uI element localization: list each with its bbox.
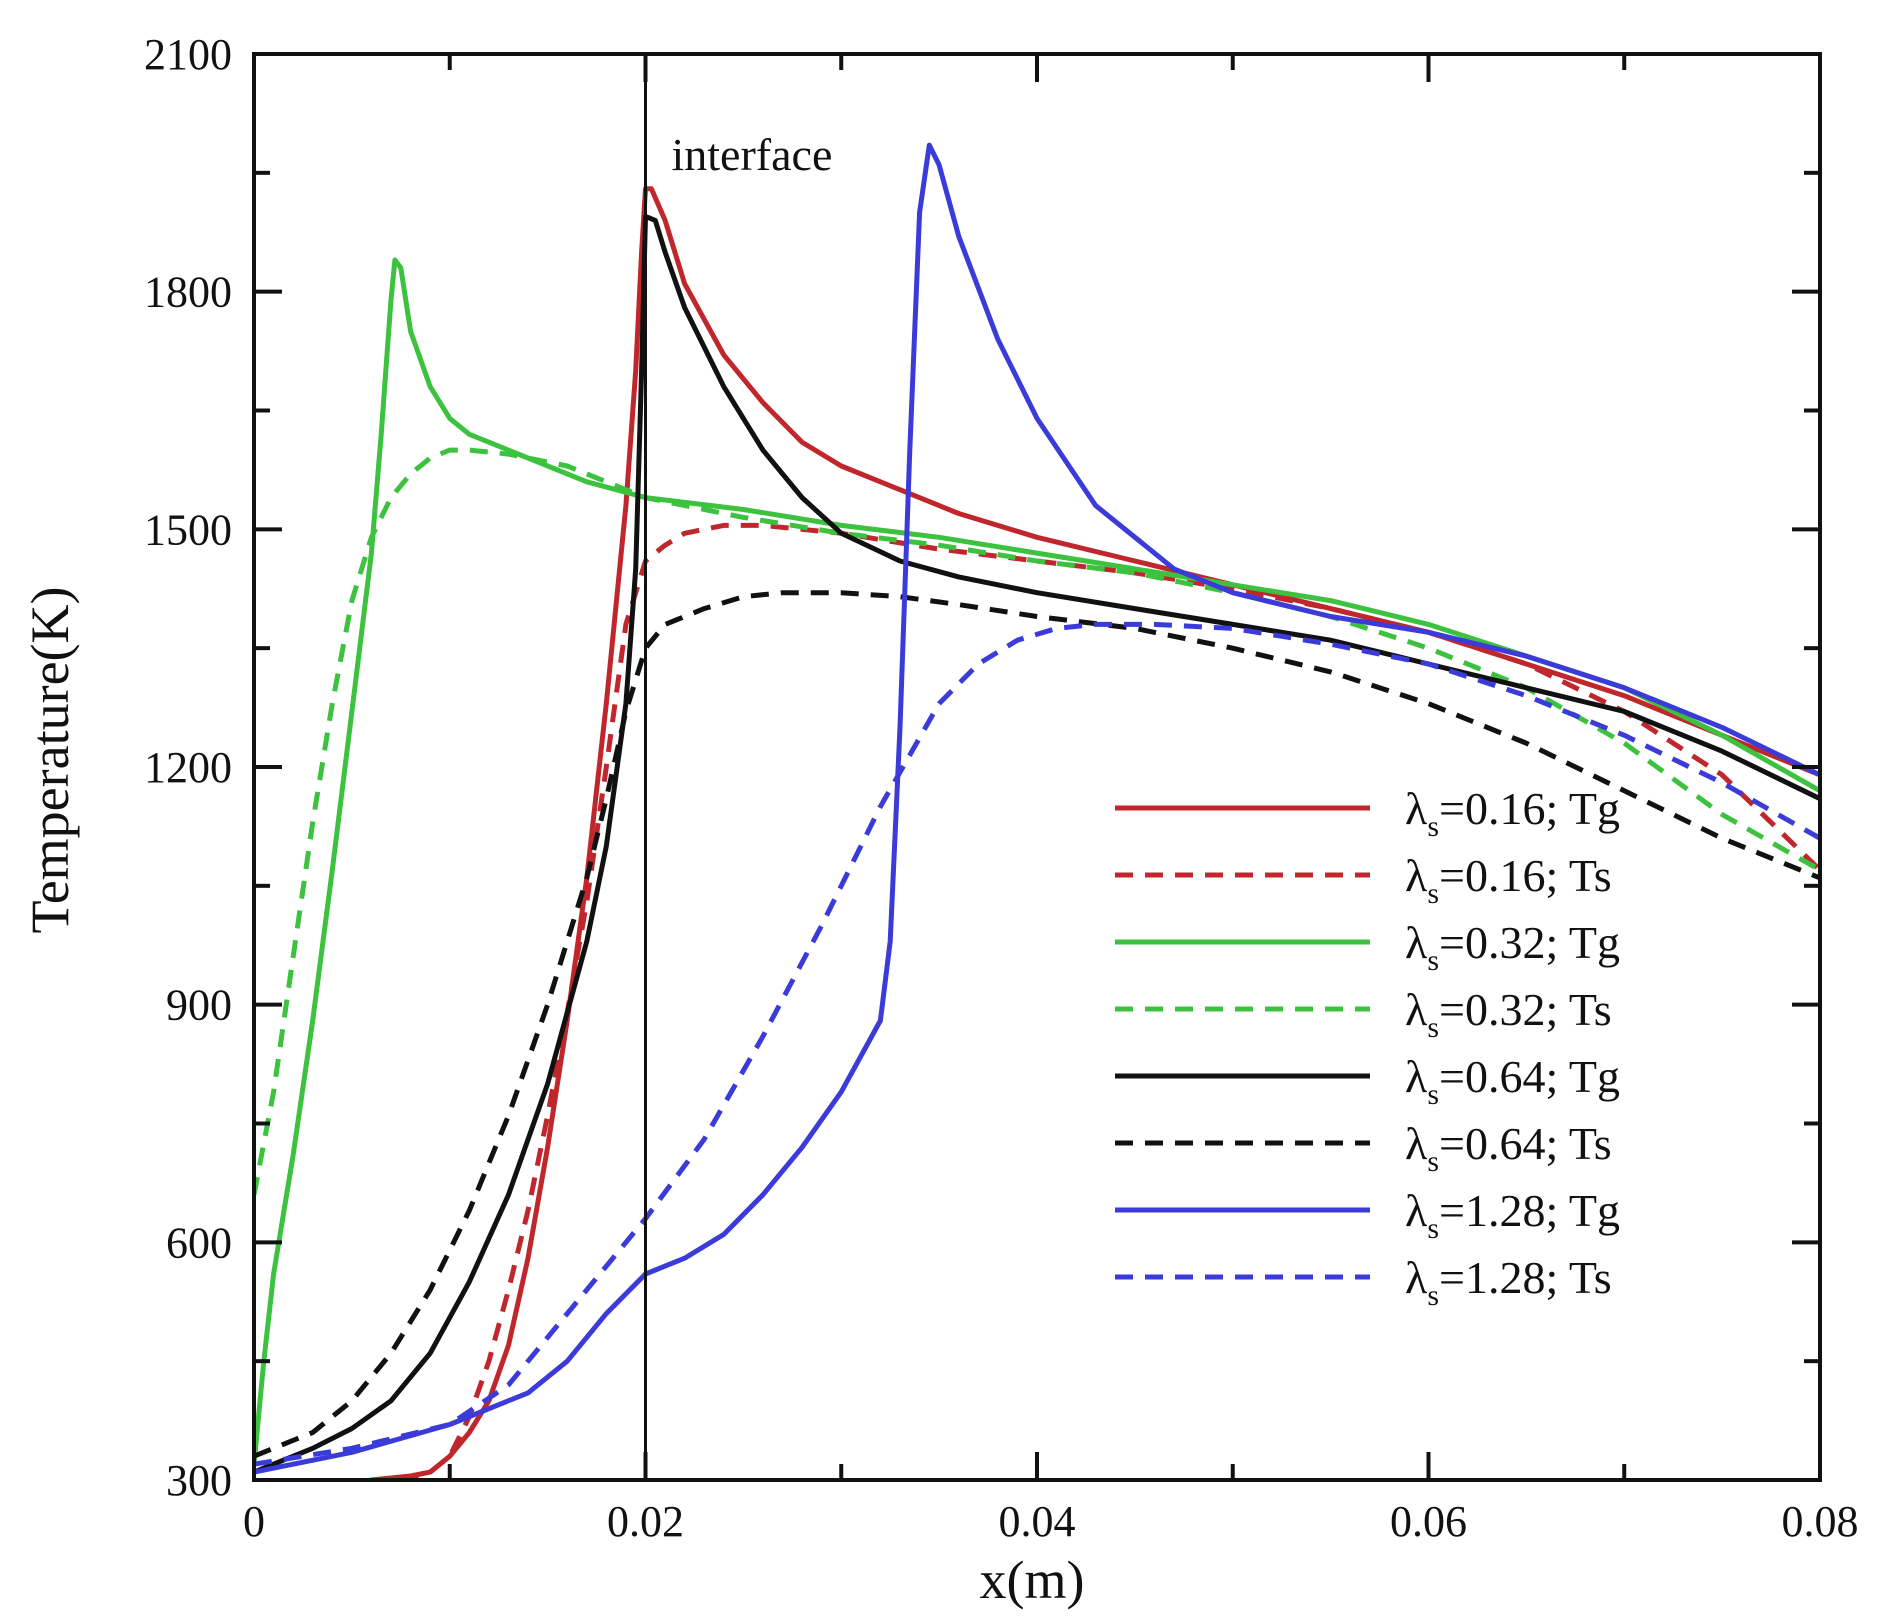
y-tick-label: 1800 <box>144 268 232 317</box>
series-line-4 <box>254 447 1820 1196</box>
x-axis-title: x(m) <box>980 1550 1085 1610</box>
y-axis-title: Temperature(K) <box>20 586 80 933</box>
legend-label-7: λs=1.28; Tg <box>1405 1185 1620 1245</box>
x-tick-label: 0.04 <box>999 1497 1076 1546</box>
y-tick-label: 900 <box>166 981 232 1030</box>
series-line-3 <box>254 257 1820 1467</box>
y-tick-label: 1500 <box>144 505 232 554</box>
y-tick-label: 2100 <box>144 30 232 79</box>
x-tick-label: 0.08 <box>1782 1497 1859 1546</box>
interface-annotation: interface <box>644 54 833 1480</box>
y-tick-label: 300 <box>166 1456 232 1505</box>
series-line-7 <box>254 142 1820 1475</box>
tick-labels: 0 0.02 0.04 0.06 0.08 300 600 900 1200 1500 1800 21… <box>144 30 1859 1546</box>
x-tick-label: 0.02 <box>607 1497 684 1546</box>
series-layer <box>254 142 1820 1480</box>
legend-label-1: λs=0.16; Tg <box>1405 783 1620 843</box>
legend-label-3: λs=0.32; Tg <box>1405 917 1620 977</box>
legend-label-5: λs=0.64; Tg <box>1405 1051 1620 1111</box>
legend-label-4: λs=0.32; Ts <box>1405 984 1612 1044</box>
series-line-5 <box>254 213 1820 1475</box>
series-line-8 <box>254 621 1820 1467</box>
series-line-2 <box>400 522 1820 1480</box>
x-tick-label: 0 <box>243 1497 265 1546</box>
interface-label: interface <box>672 129 833 180</box>
y-tick-label: 1200 <box>144 743 232 792</box>
legend-label-8: λs=1.28; Ts <box>1405 1252 1612 1312</box>
legend-label-6: λs=0.64; Ts <box>1405 1118 1612 1178</box>
y-tick-label: 600 <box>166 1218 232 1267</box>
legend-label-2: λs=0.16; Ts <box>1405 850 1612 910</box>
x-tick-label: 0.06 <box>1390 1497 1467 1546</box>
legend: λs=0.16; Tg λs=0.16; Ts λs=0.32; Tg λs=0.32… <box>1115 783 1620 1312</box>
series-line-6 <box>254 590 1820 1459</box>
